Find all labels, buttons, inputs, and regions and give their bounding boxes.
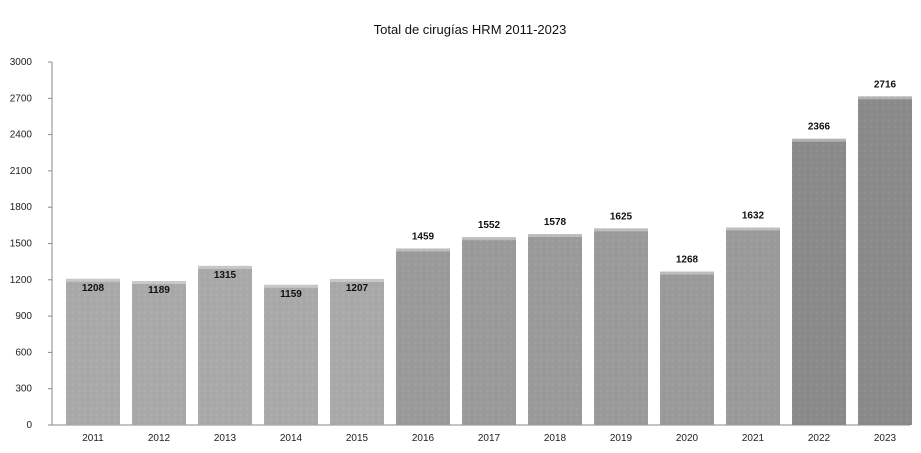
data-label-2020: 1268 [676,255,699,266]
bar-top-edge [792,138,846,142]
bar-top-edge [330,278,384,282]
value-labels-group: 1208 1189 1315 1159 1207 1459 1552 1578 1625 1268… [82,79,897,299]
bar-texture [792,138,846,426]
y-tick-label: 2400 [10,130,33,141]
bar-texture [396,248,450,425]
x-tick-label: 2013 [214,433,237,444]
bar-texture [660,271,714,425]
data-label-2012: 1189 [148,285,170,296]
data-label-2017: 1552 [478,220,501,231]
bar-texture [594,228,648,425]
bar-texture [462,237,516,425]
y-tick-label: 1800 [10,202,33,213]
data-label-2011: 1208 [82,283,105,294]
data-label-2016: 1459 [412,231,435,242]
bar-top-edge [594,228,648,232]
x-tick-label: 2011 [82,433,104,444]
bar-top-edge [462,237,516,241]
x-tick-label: 2014 [280,433,303,444]
chart-title: Total de cirugías HRM 2011-2023 [374,22,567,37]
x-tick-label: 2016 [412,433,435,444]
bar-texture [132,281,186,425]
data-label-2022: 2366 [808,122,831,133]
bar-texture [726,227,780,425]
x-tick-label: 2018 [544,433,567,444]
y-tick-label: 900 [15,311,32,322]
y-tick-label: 1500 [10,239,33,250]
bar-top-edge [264,284,318,288]
data-label-2019: 1625 [610,211,633,222]
x-tick-label: 2015 [346,433,369,444]
y-tick-label: 600 [15,347,32,358]
y-tick-label: 0 [26,420,32,431]
bar-top-edge [528,234,582,238]
data-label-2018: 1578 [544,217,567,228]
y-tick-label: 1200 [10,275,33,286]
bar-texture [66,278,120,425]
x-tick-label: 2017 [478,433,501,444]
bar-texture [858,96,912,425]
bar-texture [264,284,318,425]
data-label-2015: 1207 [346,283,369,294]
y-tick-label: 2700 [10,93,33,104]
x-tick-label: 2012 [148,433,171,444]
data-label-2014: 1159 [280,289,302,300]
bar-top-edge [726,227,780,231]
x-axis-ticks: 2011 2012 2013 2014 2015 2016 2017 2018 2019 2020… [82,433,896,444]
bar-top-edge [396,248,450,252]
bar-top-edge [660,271,714,275]
x-tick-label: 2021 [742,433,765,444]
bar-texture [528,234,582,425]
y-tick-label: 3000 [10,57,33,68]
bars-group [66,96,912,426]
data-label-2013: 1315 [214,270,237,281]
y-axis-ticks: 0 300 600 900 1200 1500 1800 2100 2400 2700 3000 [10,57,52,431]
data-label-2023: 2716 [874,79,897,90]
data-label-2021: 1632 [742,211,765,222]
bar-texture [198,265,252,425]
x-tick-label: 2023 [874,433,897,444]
bar-top-edge [858,96,912,100]
x-tick-label: 2022 [808,433,831,444]
y-tick-label: 2100 [10,166,33,177]
x-tick-label: 2019 [610,433,633,444]
y-tick-label: 300 [15,384,32,395]
x-tick-label: 2020 [676,433,699,444]
bar-top-edge [132,281,186,285]
bar-top-edge [66,278,120,282]
bar-top-edge [198,265,252,269]
bar-texture [330,278,384,425]
